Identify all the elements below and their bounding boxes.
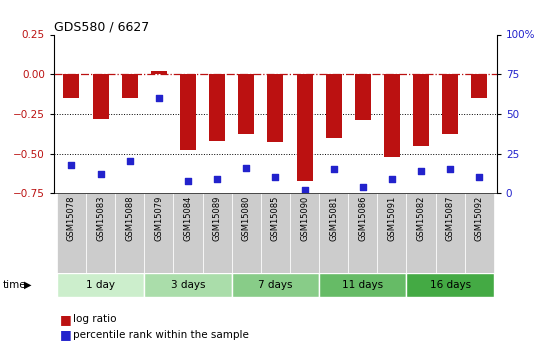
Bar [122,74,138,98]
Text: GDS580 / 6627: GDS580 / 6627 [54,20,149,33]
Text: GSM15090: GSM15090 [300,196,309,241]
Text: GSM15080: GSM15080 [242,196,251,241]
Point [417,168,426,174]
Text: GSM15092: GSM15092 [475,196,484,241]
Bar [319,273,407,297]
Bar [442,74,458,135]
Bar [436,193,465,273]
Point [300,187,309,193]
Text: 7 days: 7 days [258,280,293,289]
Text: percentile rank within the sample: percentile rank within the sample [73,330,249,339]
Bar [144,193,173,273]
Point [446,167,455,172]
Bar [57,273,144,297]
Bar [296,74,313,180]
Text: GSM15081: GSM15081 [329,196,338,241]
Point [329,167,338,172]
Text: 11 days: 11 days [342,280,383,289]
Bar [180,74,196,150]
Bar [115,193,144,273]
Text: GSM15086: GSM15086 [359,196,367,241]
Bar [348,193,377,273]
Point [184,178,192,183]
Bar [202,193,232,273]
Text: GSM15091: GSM15091 [387,196,396,241]
Point [125,159,134,164]
Bar [267,74,284,142]
Bar [471,74,487,98]
Bar [377,193,407,273]
Point [388,176,396,182]
Bar [151,71,167,74]
Point [67,162,76,167]
Bar [209,74,225,141]
Bar [86,193,115,273]
Bar [64,74,79,98]
Bar [413,74,429,146]
Text: 3 days: 3 days [171,280,205,289]
Bar [319,193,348,273]
Text: GSM15085: GSM15085 [271,196,280,241]
Point [475,175,484,180]
Bar [144,273,232,297]
Point [359,184,367,190]
Bar [173,193,202,273]
Text: log ratio: log ratio [73,314,117,324]
Bar [326,74,342,138]
Bar [355,74,371,120]
Bar [290,193,319,273]
Text: GSM15088: GSM15088 [125,196,134,241]
Bar [232,273,319,297]
Bar [261,193,290,273]
Text: ■: ■ [59,313,71,326]
Bar [238,74,254,135]
Bar [407,273,494,297]
Point [154,95,163,101]
Text: GSM15087: GSM15087 [446,196,455,241]
Bar [92,74,109,119]
Bar [232,193,261,273]
Text: GSM15082: GSM15082 [416,196,426,241]
Text: GSM15089: GSM15089 [213,196,221,241]
Text: GSM15084: GSM15084 [184,196,192,241]
Point [96,171,105,177]
Text: 16 days: 16 days [430,280,471,289]
Bar [407,193,436,273]
Text: ▶: ▶ [24,280,32,289]
Text: time: time [3,280,26,289]
Text: GSM15083: GSM15083 [96,196,105,241]
Text: ■: ■ [59,328,71,341]
Bar [57,193,86,273]
Bar [384,74,400,157]
Point [271,175,280,180]
Point [242,165,251,170]
Text: GSM15078: GSM15078 [67,196,76,241]
Bar [465,193,494,273]
Text: GSM15079: GSM15079 [154,196,164,241]
Text: 1 day: 1 day [86,280,115,289]
Point [213,176,221,182]
